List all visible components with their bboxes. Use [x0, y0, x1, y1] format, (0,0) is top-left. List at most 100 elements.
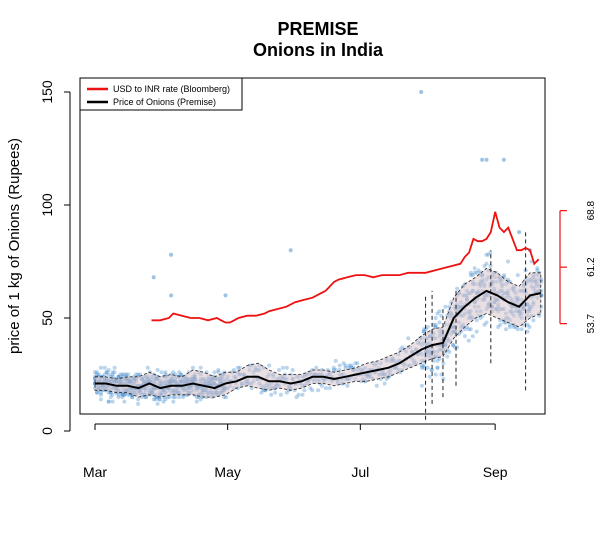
scatter-point: [212, 370, 217, 375]
scatter-point: [425, 365, 430, 370]
scatter-point: [353, 361, 358, 366]
scatter-point: [374, 383, 379, 388]
scatter-point: [419, 90, 424, 94]
scatter-point: [308, 386, 313, 391]
scatter-point: [488, 264, 493, 268]
scatter-point: [472, 270, 477, 275]
scatter-point: [116, 395, 121, 400]
scatter-point: [433, 316, 438, 320]
scatter-point: [169, 252, 174, 257]
scatter-point: [470, 273, 475, 278]
scatter-point: [116, 374, 121, 379]
scatter-point: [341, 361, 346, 366]
scatter-point: [284, 365, 289, 370]
x-tick-label: Mar: [83, 464, 107, 480]
scatter-point: [451, 343, 456, 348]
scatter-point: [116, 374, 121, 379]
scatter-point: [122, 399, 127, 404]
scatter-point: [95, 372, 99, 377]
scatter-point: [118, 372, 123, 377]
scatter-point: [355, 361, 360, 366]
scatter-point: [169, 293, 174, 298]
scatter-point: [273, 390, 278, 395]
scatter-point: [472, 266, 477, 271]
scatter-point: [190, 365, 195, 370]
scatter-point: [445, 354, 450, 359]
y-axis-label: price of 1 kg of Onions (Rupees): [6, 138, 23, 354]
scatter-point: [347, 363, 352, 368]
scatter-point: [488, 250, 493, 255]
scatter-point: [106, 372, 111, 377]
scatter-point: [171, 395, 176, 400]
scatter-point: [300, 392, 305, 397]
scatter-point: [96, 372, 101, 377]
scatter-point: [476, 268, 481, 273]
scatter-point: [288, 248, 293, 253]
scatter-point: [382, 381, 387, 386]
scatter-point: [333, 368, 338, 372]
x-tick-label: Jul: [351, 464, 369, 480]
scatter-point: [466, 327, 471, 332]
scatter-point: [98, 365, 103, 370]
scatter-point: [527, 325, 532, 329]
scatter-point: [179, 372, 184, 377]
scatter-point: [95, 390, 99, 395]
scatter-point: [95, 370, 99, 375]
scatter-point: [216, 370, 221, 375]
scatter-point: [535, 268, 540, 273]
scatter-point: [151, 397, 156, 402]
scatter-point: [122, 392, 127, 397]
scatter-point: [116, 374, 121, 379]
scatter-point: [478, 316, 483, 320]
scatter-point: [98, 397, 103, 402]
scatter-points: [93, 90, 544, 406]
scatter-point: [498, 322, 503, 327]
scatter-point: [437, 320, 442, 325]
scatter-point: [145, 365, 150, 370]
onion-price-line: [95, 289, 542, 390]
scatter-point: [421, 365, 426, 370]
x-axis: Mar May Jul Sep: [83, 423, 508, 480]
scatter-point: [284, 390, 289, 395]
scatter-point: [267, 363, 272, 368]
scatter-point: [484, 261, 489, 266]
scatter-point: [435, 311, 440, 316]
scatter-point: [316, 388, 321, 393]
scatter-point: [134, 372, 139, 377]
scatter-point: [331, 368, 336, 372]
scatter-point: [269, 392, 274, 397]
scatter-point: [116, 392, 121, 397]
scatter-point: [468, 270, 473, 275]
chart-title: PREMISE: [277, 19, 358, 39]
scatter-point: [167, 395, 172, 400]
scatter-point: [502, 273, 507, 278]
scatter-point: [104, 370, 109, 375]
scatter-point: [333, 358, 338, 363]
scatter-point: [419, 383, 424, 388]
scatter-point: [314, 365, 319, 370]
scatter-point: [237, 365, 242, 370]
scatter-point: [419, 365, 424, 370]
scatter-point: [124, 372, 129, 377]
confidence-band: [94, 267, 542, 398]
scatter-point: [421, 329, 426, 334]
scatter-point: [296, 392, 301, 397]
band-area: [94, 267, 542, 398]
dashed-intervals: [425, 232, 527, 420]
y-tick-label: 50: [39, 310, 55, 326]
scatter-point: [384, 377, 389, 381]
scatter-point: [423, 327, 428, 332]
scatter-point: [535, 266, 540, 271]
scatter-point: [216, 368, 221, 372]
scatter-point: [400, 345, 405, 350]
scatter-point: [531, 318, 536, 323]
scatter-point: [431, 358, 436, 363]
scatter-point: [95, 390, 99, 395]
scatter-point: [345, 383, 350, 388]
scatter-point: [157, 397, 162, 402]
scatter-point: [519, 327, 524, 332]
scatter-point: [496, 325, 501, 329]
scatter-point: [106, 368, 111, 372]
scatter-point: [327, 386, 332, 391]
